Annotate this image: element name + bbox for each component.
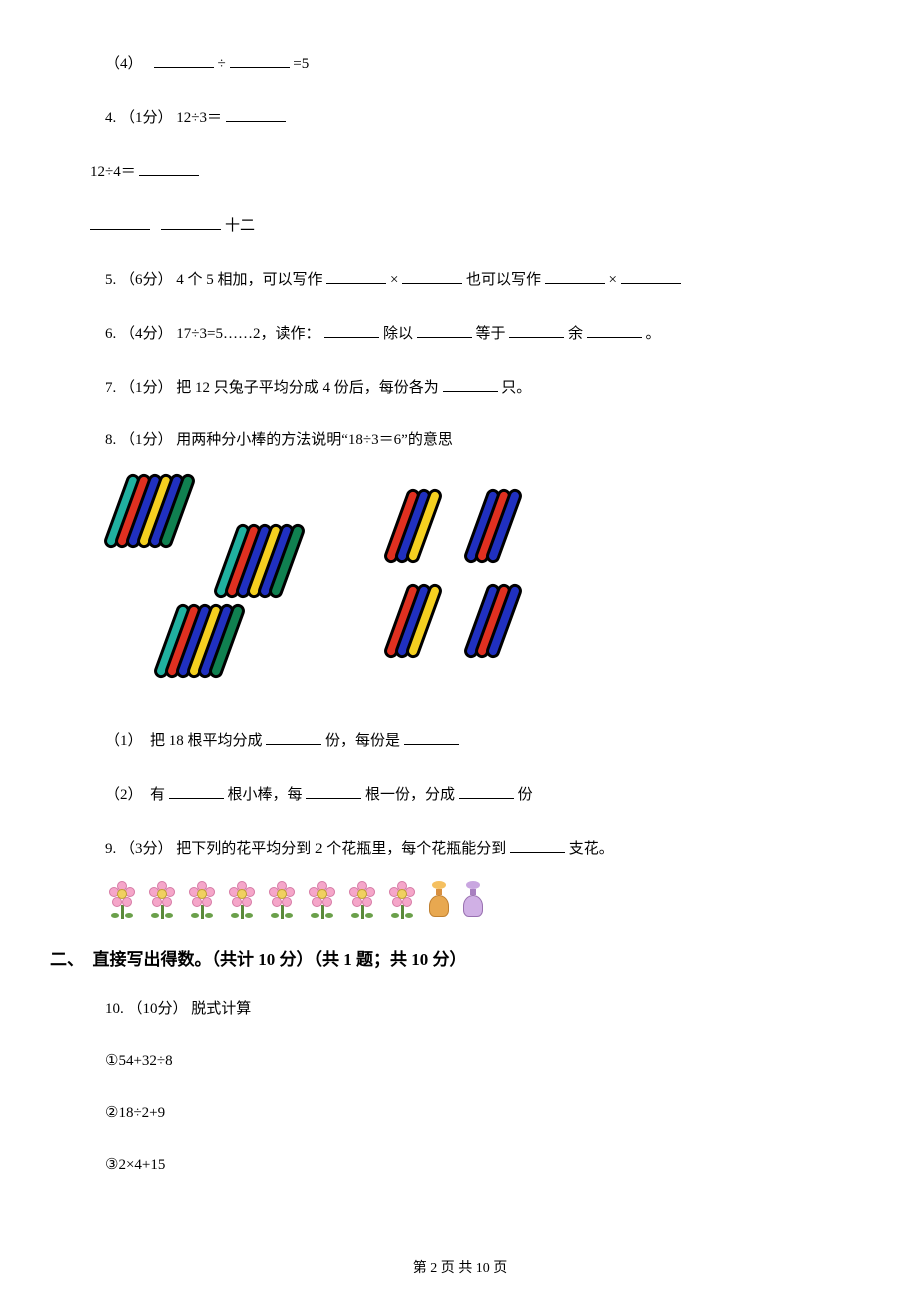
- q6: 6. （4分） 17÷3=5……2，读作： 除以 等于 余 。: [105, 320, 830, 346]
- q7-prefix: 7. （1分）: [105, 380, 176, 396]
- blank[interactable]: [509, 320, 564, 338]
- q9-b: 支花。: [569, 841, 614, 857]
- flowers-row: [105, 881, 830, 921]
- page-footer: 第 2 页 共 10 页: [0, 1258, 920, 1280]
- q6-c: 等于: [475, 326, 505, 342]
- stick-group: [475, 487, 508, 573]
- eq-result: =5: [293, 56, 309, 72]
- q8-part1: （1） 把 18 根平均分成 份，每份是: [105, 727, 830, 753]
- q9: 9. （3分） 把下列的花平均分到 2 个花瓶里，每个花瓶能分到 支花。: [105, 835, 830, 861]
- blank[interactable]: [545, 266, 605, 284]
- q5-b: ×: [390, 272, 398, 288]
- label: （4）: [105, 56, 143, 72]
- q8: 8. （1分） 用两种分小棒的方法说明“18÷3＝6”的意思: [105, 428, 830, 452]
- q5-prefix: 5. （6分）: [105, 272, 176, 288]
- q8-1-a: 把 18 根平均分成: [150, 733, 263, 749]
- q4-expr2: 12÷4＝: [90, 164, 136, 180]
- blank[interactable]: [161, 212, 221, 230]
- q10-prefix: 10. （10分）: [105, 1001, 191, 1017]
- q10-item-3: ③2×4+15: [105, 1153, 830, 1177]
- flower-icon: [385, 881, 419, 921]
- q8-body: 用两种分小棒的方法说明“18÷3＝6”的意思: [176, 432, 453, 448]
- q8-1-b: 份，每份是: [325, 733, 400, 749]
- q8-2-c: 根一份，分成: [365, 787, 455, 803]
- q7: 7. （1分） 把 12 只兔子平均分成 4 份后，每份各为 只。: [105, 374, 830, 400]
- q5-c: 也可以写作: [466, 272, 541, 288]
- blank[interactable]: [404, 727, 459, 745]
- stick-group: [115, 472, 181, 558]
- blank[interactable]: [587, 320, 642, 338]
- section-label: 二、: [50, 950, 84, 969]
- blank[interactable]: [621, 266, 681, 284]
- q6-e: 。: [646, 326, 661, 342]
- stick-group: [475, 582, 508, 668]
- flower-icon: [345, 881, 379, 921]
- q6-d: 余: [568, 326, 583, 342]
- blank[interactable]: [324, 320, 379, 338]
- footer-e: 页: [490, 1261, 508, 1276]
- q10: 10. （10分） 脱式计算: [105, 997, 830, 1021]
- blank[interactable]: [90, 212, 150, 230]
- q5-a: 4 个 5 相加，可以写作: [176, 272, 322, 288]
- q9-prefix: 9. （3分）: [105, 841, 176, 857]
- q4-suffix: 十二: [225, 218, 255, 234]
- blank[interactable]: [169, 781, 224, 799]
- blank[interactable]: [306, 781, 361, 799]
- flower-icon: [185, 881, 219, 921]
- q8-part2: （2） 有 根小棒，每 根一份，分成 份: [105, 781, 830, 807]
- q5: 5. （6分） 4 个 5 相加，可以写作 × 也可以写作 ×: [105, 266, 830, 292]
- q8-2-d: 份: [518, 787, 533, 803]
- q6-b: 除以: [383, 326, 413, 342]
- q8-prefix: 8. （1分）: [105, 432, 176, 448]
- q9-a: 把下列的花平均分到 2 个花瓶里，每个花瓶能分到: [176, 841, 506, 857]
- blank[interactable]: [154, 50, 214, 68]
- blank[interactable]: [417, 320, 472, 338]
- q8-2-a: 有: [150, 787, 165, 803]
- q7-a: 把 12 只兔子平均分成 4 份后，每份各为: [176, 380, 439, 396]
- stick-group: [395, 487, 428, 573]
- footer-a: 第: [413, 1261, 431, 1276]
- q5-d: ×: [609, 272, 617, 288]
- blank[interactable]: [266, 727, 321, 745]
- q4-expr1: 12÷3＝: [176, 110, 222, 126]
- label: （2）: [105, 787, 143, 803]
- q4-line2: 12÷4＝: [90, 158, 830, 184]
- flower-icon: [105, 881, 139, 921]
- q3-part4: （4） ÷ =5: [105, 50, 830, 76]
- q4-line3: 十二: [90, 212, 830, 238]
- section-title: 直接写出得数。（共计 10 分）（共 1 题；共 10 分）: [93, 950, 467, 969]
- q10-item-2: ②18÷2+9: [105, 1101, 830, 1125]
- vase-icon: [425, 881, 453, 921]
- q10-item-1: ①54+32÷8: [105, 1049, 830, 1073]
- blank[interactable]: [326, 266, 386, 284]
- blank[interactable]: [510, 835, 565, 853]
- flower-icon: [145, 881, 179, 921]
- blank[interactable]: [139, 158, 199, 176]
- vase-icon: [459, 881, 487, 921]
- section-2-header: 二、 直接写出得数。（共计 10 分）（共 1 题；共 10 分）: [50, 946, 830, 973]
- label: （1）: [105, 733, 143, 749]
- stick-group: [225, 522, 291, 608]
- flower-icon: [305, 881, 339, 921]
- flower-icon: [265, 881, 299, 921]
- stick-group: [395, 582, 428, 668]
- blank[interactable]: [226, 104, 286, 122]
- flower-icon: [225, 881, 259, 921]
- q6-prefix: 6. （4分）: [105, 326, 176, 342]
- q10-body: 脱式计算: [191, 1001, 251, 1017]
- footer-c: 页 共: [437, 1261, 476, 1276]
- blank[interactable]: [402, 266, 462, 284]
- q8-2-b: 根小棒，每: [228, 787, 303, 803]
- stick-group: [165, 602, 231, 688]
- q7-b: 只。: [501, 380, 531, 396]
- q6-a: 17÷3=5……2，读作：: [176, 326, 320, 342]
- blank[interactable]: [230, 50, 290, 68]
- op-divide: ÷: [218, 56, 226, 72]
- blank[interactable]: [459, 781, 514, 799]
- blank[interactable]: [443, 374, 498, 392]
- q4-prefix: 4. （1分）: [105, 110, 176, 126]
- q4-line1: 4. （1分） 12÷3＝: [105, 104, 830, 130]
- footer-total: 10: [476, 1261, 490, 1276]
- sticks-diagram: [105, 472, 830, 702]
